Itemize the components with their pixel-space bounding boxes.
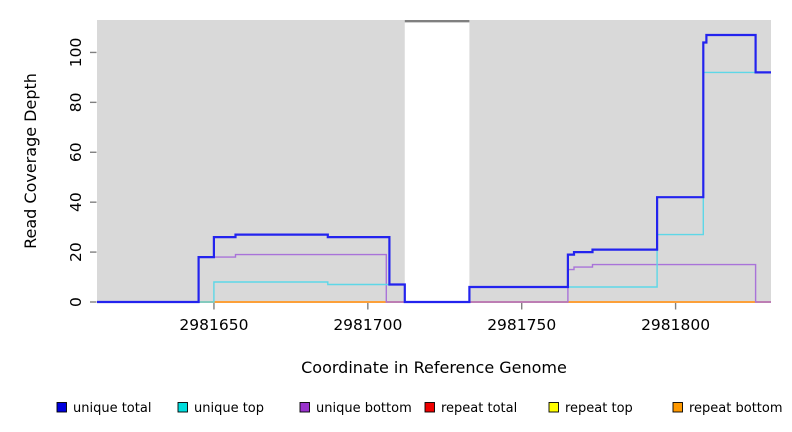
legend-swatch-repeat-bottom xyxy=(672,402,683,413)
legend-swatch-repeat-total xyxy=(424,402,435,413)
x-tick-label: 2981700 xyxy=(333,316,402,334)
legend: unique total unique top unique bottom repea… xyxy=(56,401,783,416)
y-tick-label: 20 xyxy=(67,242,85,262)
y-axis-title: Read Coverage Depth xyxy=(21,73,40,249)
x-tick-label: 2981800 xyxy=(641,316,710,334)
legend-label-repeat-bottom: repeat bottom xyxy=(689,401,783,416)
y-tick-label: 100 xyxy=(67,38,85,68)
axes: 2981650 2981700 2981750 2981800 0 20 40 60 80 100 xyxy=(67,38,710,334)
legend-swatch-repeat-top xyxy=(548,402,559,413)
y-tick-label: 60 xyxy=(67,142,85,162)
legend-label-repeat-top: repeat top xyxy=(565,401,633,416)
x-tick-label: 2981750 xyxy=(487,316,556,334)
y-tick-label: 80 xyxy=(67,92,85,112)
plot-area xyxy=(97,20,771,304)
y-tick-label: 40 xyxy=(67,192,85,212)
legend-label-unique-total: unique total xyxy=(73,401,151,416)
legend-swatch-unique-bottom xyxy=(299,402,310,413)
legend-swatch-unique-top xyxy=(177,402,188,413)
x-axis-title: Coordinate in Reference Genome xyxy=(301,358,567,377)
legend-label-unique-top: unique top xyxy=(194,401,264,416)
series-line-unique-total xyxy=(97,33,771,304)
x-tick-label: 2981650 xyxy=(179,316,248,334)
coverage-gap-band xyxy=(404,20,470,303)
y-tick-label: 0 xyxy=(67,297,85,307)
legend-label-repeat-total: repeat total xyxy=(441,401,517,416)
legend-label-unique-bottom: unique bottom xyxy=(316,401,412,416)
legend-swatch-unique-total xyxy=(56,402,67,413)
